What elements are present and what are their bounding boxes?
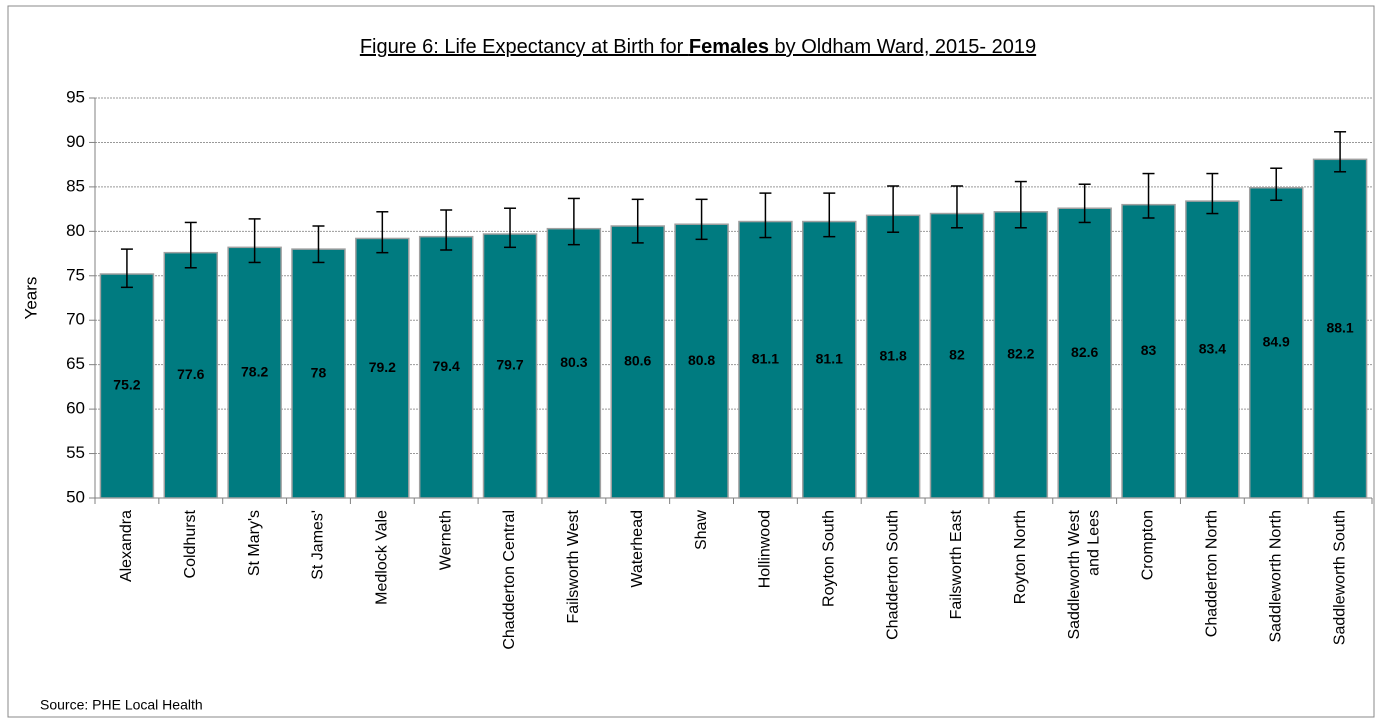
- data-label: 82: [949, 346, 965, 362]
- data-label: 81.1: [816, 350, 843, 366]
- y-tick-label: 90: [66, 132, 85, 151]
- bar: [1248, 187, 1304, 499]
- y-tick-label: 85: [66, 176, 85, 195]
- bar: [610, 225, 665, 499]
- bar: [1121, 203, 1176, 499]
- bar: [99, 273, 155, 499]
- data-label: 84.9: [1263, 334, 1290, 350]
- title-part: Females: [689, 36, 769, 58]
- data-label: 79.7: [496, 357, 523, 373]
- data-label: 82.6: [1071, 344, 1098, 360]
- bar: [418, 235, 474, 499]
- x-tick-label: Werneth: [437, 510, 454, 570]
- x-tick-label: Medlock Vale: [374, 510, 391, 605]
- x-tick-label: Saddleworth North: [1267, 510, 1284, 643]
- bar: [865, 214, 921, 499]
- x-tick-label: Crompton: [1140, 510, 1157, 580]
- x-tick-label: Shaw: [693, 510, 710, 550]
- y-tick-label: 80: [66, 221, 85, 240]
- data-label: 83: [1141, 342, 1157, 358]
- data-label: 78.2: [241, 363, 268, 379]
- bar: [546, 227, 602, 499]
- x-tick-label: St Mary's: [246, 510, 263, 576]
- x-tick-label: Saddleworth South: [1331, 510, 1348, 645]
- bar: [674, 223, 729, 499]
- bar: [802, 220, 857, 499]
- y-tick-label: 65: [66, 354, 85, 373]
- data-label: 83.4: [1199, 340, 1226, 356]
- bar: [929, 212, 985, 499]
- data-label: 78: [311, 364, 327, 380]
- bar: [291, 248, 346, 499]
- y-tick-label: 50: [66, 487, 85, 506]
- x-tick-label: Chadderton Central: [501, 510, 518, 650]
- data-label: 80.6: [624, 353, 651, 369]
- bar: [1312, 158, 1368, 499]
- x-tick-label: Failsworth East: [948, 509, 965, 619]
- data-label: 75.2: [113, 377, 140, 393]
- x-tick-label: St James': [310, 510, 327, 580]
- x-tick-label: Alexandra: [118, 510, 135, 582]
- x-tick-label: Royton South: [820, 510, 837, 607]
- x-tick-label: Waterhead: [629, 510, 646, 588]
- title-part: by Oldham Ward, 2015- 2019: [769, 36, 1036, 58]
- y-tick-label: 95: [66, 87, 85, 106]
- x-tick-label: Hollinwood: [757, 510, 774, 588]
- title-part: Figure 6: Life Expectancy at Birth for: [360, 36, 689, 58]
- y-tick-label: 70: [66, 310, 85, 329]
- chart-title: Figure 6: Life Expectancy at Birth for F…: [360, 36, 1036, 58]
- y-axis-label: Years: [21, 277, 40, 320]
- bar: [1185, 200, 1240, 499]
- data-label: 82.2: [1007, 346, 1034, 362]
- data-label: 79.4: [433, 358, 460, 374]
- data-label: 80.8: [688, 352, 715, 368]
- bar: [163, 251, 219, 499]
- x-tick-label: Failsworth West: [565, 509, 582, 623]
- data-label: 80.3: [560, 354, 587, 370]
- data-label: 88.1: [1326, 319, 1353, 335]
- data-label: 81.8: [880, 347, 907, 363]
- y-tick-label: 75: [66, 265, 85, 284]
- y-tick-label: 60: [66, 399, 85, 418]
- y-tick-label: 55: [66, 443, 85, 462]
- x-tick-label: Chadderton South: [884, 510, 901, 640]
- data-label: 77.6: [177, 366, 204, 382]
- data-label: 81.1: [752, 350, 779, 366]
- x-tick-label: Saddleworth West and Lees: [1066, 509, 1102, 639]
- data-label: 79.2: [369, 359, 396, 375]
- bar: [355, 237, 410, 499]
- x-tick-label: Chadderton North: [1204, 510, 1221, 637]
- x-tick-label: Royton North: [1012, 510, 1029, 604]
- x-tick-label: Coldhurst: [182, 509, 199, 578]
- source-note: Source: PHE Local Health: [40, 697, 203, 713]
